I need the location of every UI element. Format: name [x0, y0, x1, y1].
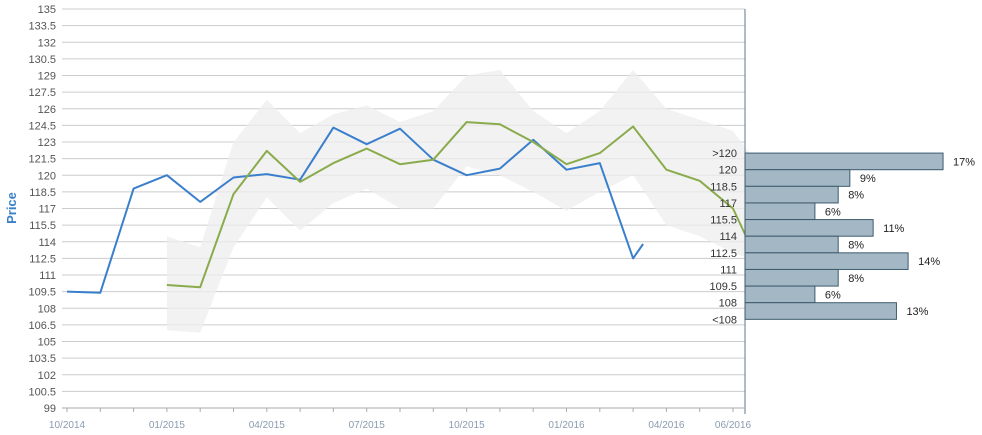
- distribution-percent: 13%: [906, 306, 928, 318]
- distribution-bin-label: 117: [719, 198, 737, 210]
- x-tick-label: 01/2016: [548, 420, 585, 431]
- y-tick-label: 108: [38, 303, 56, 315]
- y-tick-label: 105: [38, 337, 56, 349]
- x-tick-label: 07/2015: [349, 420, 386, 431]
- axes: [62, 9, 746, 414]
- distribution-bars: 17% >120 9% 120 8% 118.5 6% 117 11% 115.5 8% 114 14%…: [709, 148, 975, 326]
- x-tick-label: 01/2015: [149, 420, 186, 431]
- y-axis-label: Price: [4, 192, 19, 224]
- y-tick-label: 133.5: [28, 21, 56, 33]
- y-tick-label: 117: [38, 204, 56, 216]
- y-tick-labels: 99 100.5 102 103.5 105 106.5 108 109.5 111 112.5 1…: [28, 4, 56, 415]
- y-tick-label: 129: [38, 71, 56, 83]
- y-tick-label: 114: [38, 237, 56, 249]
- y-tick-label: 127.5: [28, 87, 56, 99]
- distribution-bin-label: 114: [719, 231, 737, 243]
- y-tick-label: 132: [38, 37, 56, 49]
- y-tick-label: 112.5: [29, 253, 56, 265]
- y-tick-label: 109.5: [28, 287, 56, 299]
- distribution-percent: 17%: [953, 156, 975, 168]
- series-lines: [66, 121, 751, 294]
- distribution-bar: [744, 185, 839, 204]
- x-tick-label: 10/2015: [449, 420, 486, 431]
- distribution-bar: [744, 252, 909, 270]
- series-line-2: [166, 121, 751, 289]
- y-tick-label: 123: [38, 137, 56, 149]
- y-tick-label: 120: [38, 170, 56, 182]
- y-tick-label: 103.5: [28, 353, 56, 365]
- y-tick-label: 106.5: [28, 320, 56, 332]
- distribution-bin-label: 118.5: [710, 181, 737, 193]
- x-tick-label: 10/2014: [49, 420, 86, 431]
- x-tick-label: 04/2016: [648, 420, 685, 431]
- distribution-bar: [744, 152, 944, 171]
- distribution-bar: [744, 285, 816, 304]
- distribution-bin-label: 111: [720, 264, 737, 276]
- y-tick-label: 121.5: [28, 154, 56, 166]
- y-tick-label: 124.5: [28, 120, 56, 132]
- x-tick-label: 06/2016: [715, 420, 752, 431]
- y-tick-label: 100.5: [28, 386, 56, 398]
- y-tick-label: 115.5: [29, 220, 56, 232]
- y-tick-label: 99: [44, 403, 56, 415]
- x-tick-labels: 10/2014 01/2015 04/2015 07/2015 10/2015 01/20…: [49, 420, 752, 431]
- y-tick-label: 111: [39, 270, 56, 282]
- distribution-bar: [744, 235, 839, 254]
- distribution-bin-label: 108: [719, 298, 737, 310]
- distribution-percent: 8%: [848, 273, 864, 285]
- distribution-percent: 6%: [825, 289, 841, 301]
- distribution-bar: [744, 202, 816, 221]
- distribution-percent: 14%: [918, 256, 940, 268]
- distribution-percent: 9%: [860, 173, 876, 185]
- y-tick-label: 130.5: [28, 54, 56, 66]
- y-tick-label: 118.5: [29, 187, 56, 199]
- distribution-bin-label: >120: [712, 148, 737, 160]
- distribution-percent: 8%: [848, 240, 864, 252]
- distribution-bar: [744, 302, 897, 320]
- distribution-bin-label: 120: [719, 165, 737, 177]
- forecast-range-band: [166, 70, 750, 333]
- distribution-bin-label: 109.5: [709, 281, 737, 293]
- series-line-1: [66, 126, 644, 294]
- distribution-bin-label: 115.5: [710, 215, 737, 227]
- distribution-bar: [744, 268, 839, 287]
- distribution-percent: 6%: [825, 206, 841, 218]
- confidence-band: [166, 70, 750, 333]
- y-tick-label: 135: [38, 4, 56, 16]
- distribution-bin-label: <108: [712, 314, 737, 326]
- distribution-percent: 11%: [883, 223, 904, 235]
- y-tick-label: 126: [38, 104, 56, 116]
- distribution-bar: [744, 219, 874, 237]
- distribution-percent: 8%: [848, 190, 864, 202]
- x-tick-label: 04/2015: [249, 420, 286, 431]
- distribution-bin-label: 112.5: [710, 248, 737, 260]
- distribution-bar: [744, 169, 851, 187]
- y-tick-label: 102: [38, 370, 56, 382]
